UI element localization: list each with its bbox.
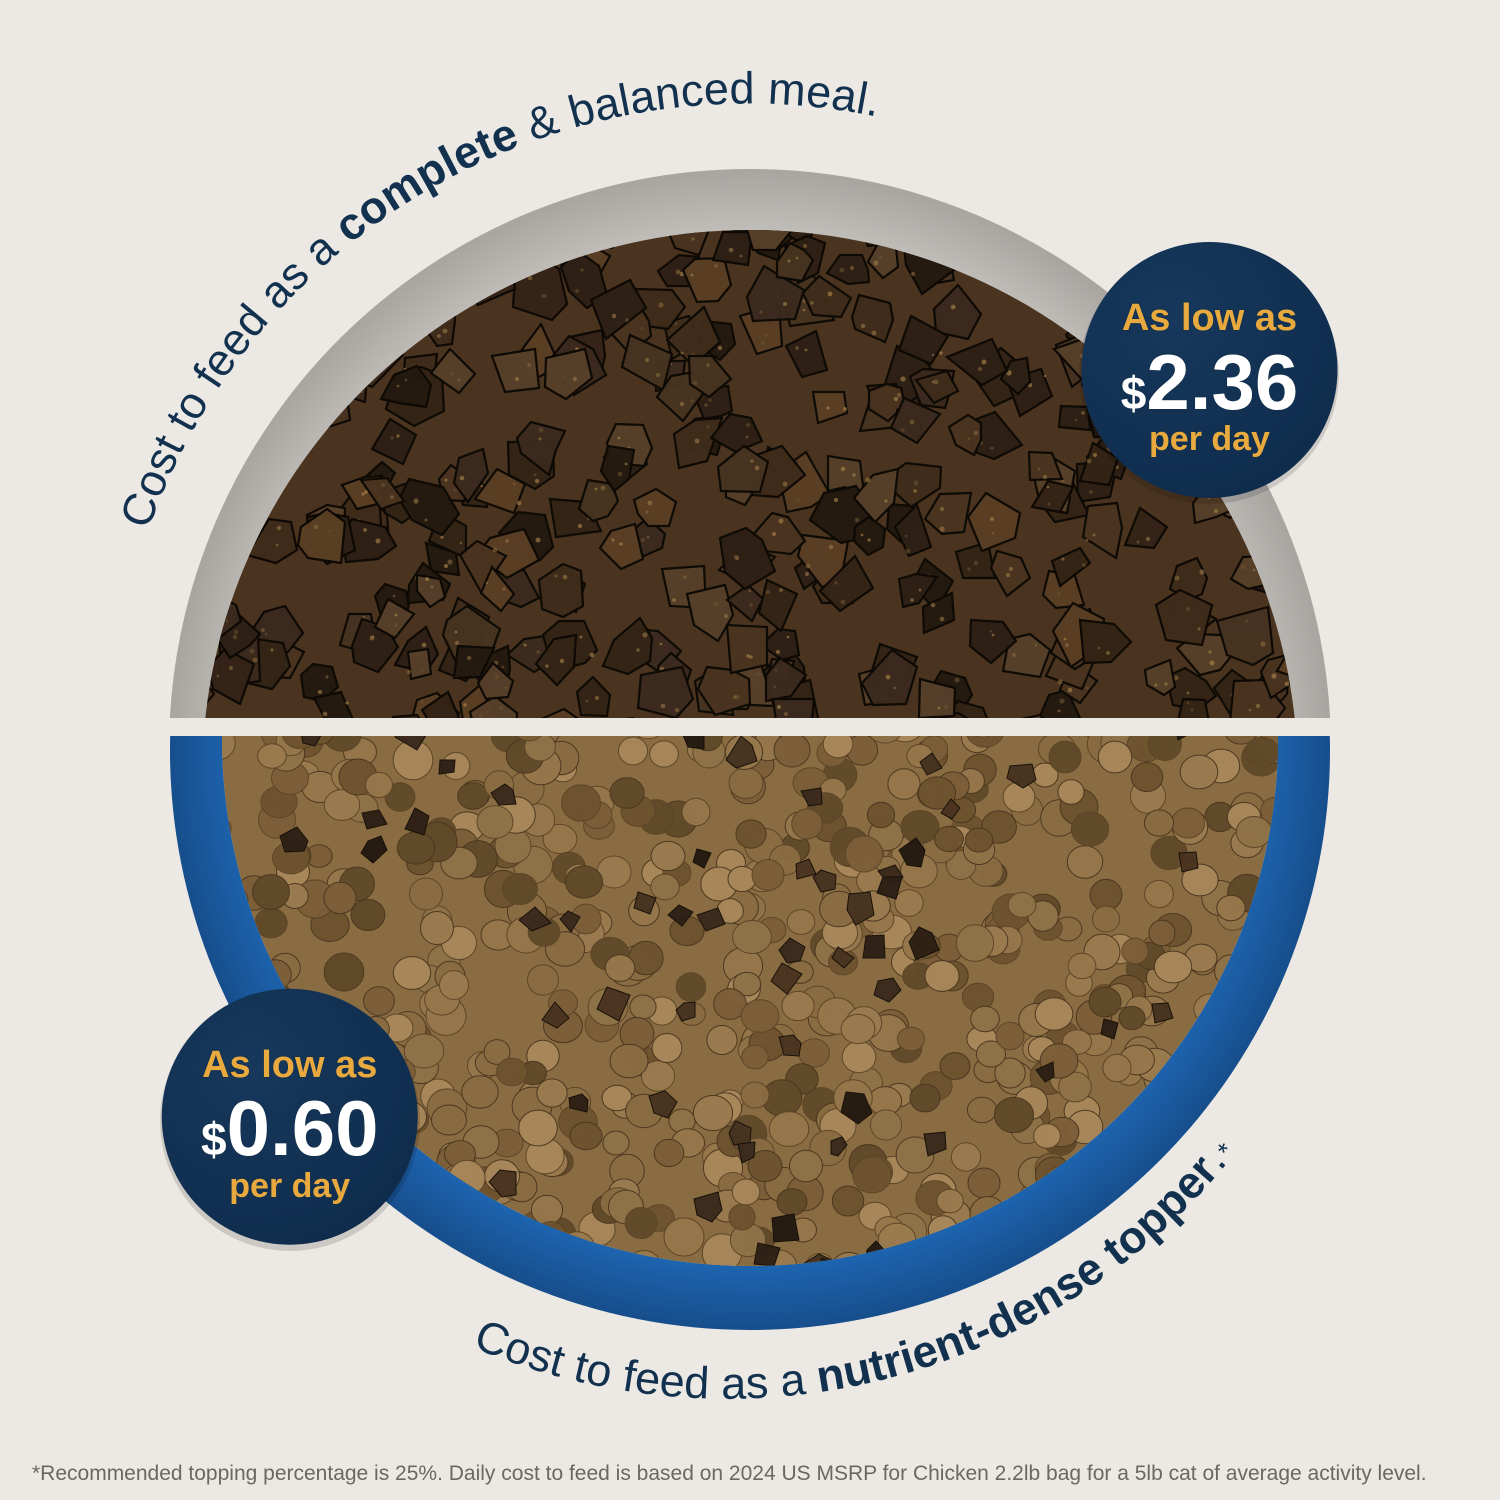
svg-text:As low as: As low as [202, 1044, 377, 1086]
svg-text:$0.60: $0.60 [201, 1084, 378, 1172]
svg-text:*Recommended topping percentag: *Recommended topping percentage is 25%. … [32, 1462, 1427, 1485]
svg-text:As low as: As low as [1122, 297, 1297, 339]
svg-text:per day: per day [1149, 420, 1270, 458]
svg-text:per day: per day [229, 1167, 350, 1205]
svg-text:$2.36: $2.36 [1121, 338, 1298, 426]
